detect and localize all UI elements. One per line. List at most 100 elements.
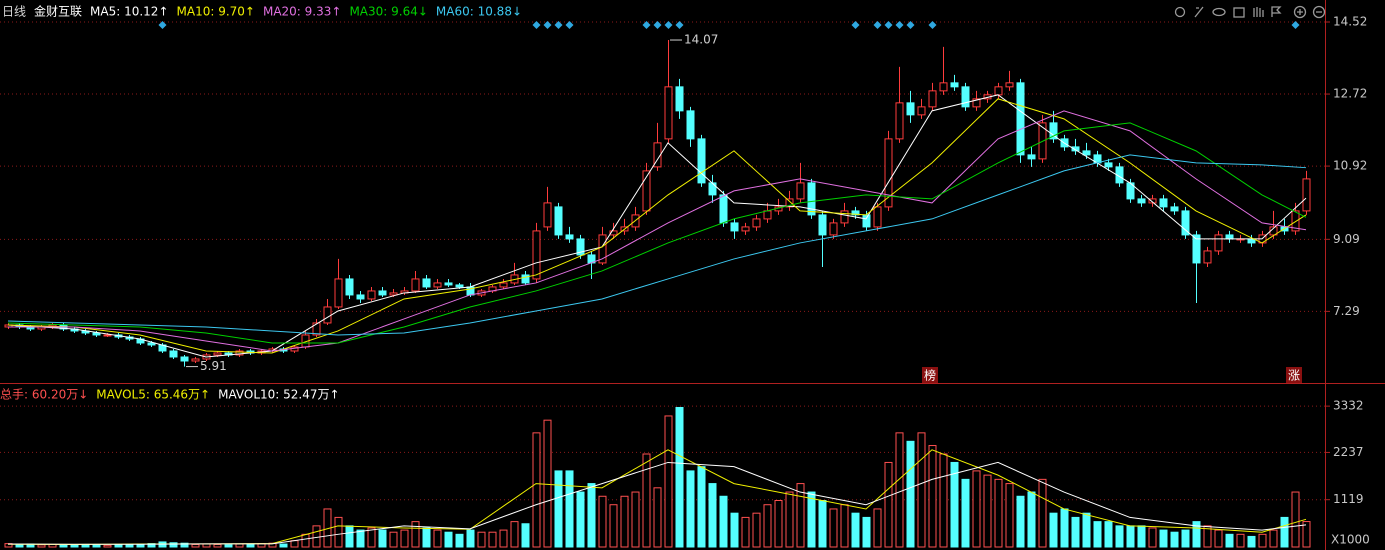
volume-bar [532, 432, 541, 548]
candle-body [840, 210, 849, 224]
candle-body [730, 222, 739, 232]
y-tick-label: 10.92 [1333, 159, 1367, 173]
zoom-in-plus[interactable] [1297, 9, 1303, 15]
candle-body [180, 356, 189, 362]
volume-bar [1115, 525, 1124, 548]
candle-body [433, 282, 442, 288]
candle-body [653, 142, 662, 168]
volume-bar [345, 525, 354, 548]
hand-icon[interactable] [1253, 7, 1264, 17]
ma-line [8, 110, 1307, 352]
volume-bar [37, 544, 46, 548]
zoom-out-icon[interactable] [1312, 5, 1326, 19]
signal-marker [565, 21, 574, 29]
legend-entry: MA20: 9.33↑ [263, 5, 341, 19]
settings-icon[interactable] [1174, 6, 1186, 18]
candle-body [1192, 234, 1201, 264]
volume-bar [1082, 512, 1091, 548]
volume-bar [290, 540, 299, 548]
candle-body [92, 332, 101, 336]
volume-bar [686, 470, 695, 548]
volume-bar [1027, 491, 1036, 548]
candle-body [213, 352, 222, 356]
candle-body [851, 210, 860, 216]
volume-bar [807, 491, 816, 548]
volume-bar [202, 543, 211, 548]
candle-body [1027, 154, 1036, 160]
volume-bar [279, 543, 288, 548]
volume-bar [752, 512, 761, 548]
candle-body [455, 284, 464, 288]
volume-bar [1170, 531, 1179, 548]
signal-marker [1291, 21, 1300, 29]
signal-marker [851, 21, 860, 29]
signal-marker [895, 21, 904, 29]
ma-line [7, 122, 1307, 344]
volume-bar [400, 529, 409, 548]
volume-bar [1159, 529, 1168, 548]
badge-box [922, 367, 938, 383]
volume-bar [1005, 483, 1014, 548]
volume-bar [477, 531, 486, 548]
volume-bar [851, 512, 860, 548]
candle-body [169, 350, 178, 358]
signal-marker [653, 21, 662, 29]
volume-bar [334, 516, 343, 548]
candle-body [708, 182, 717, 196]
volume-bar [367, 527, 376, 548]
candle-body [1005, 82, 1014, 88]
volume-bar [620, 495, 629, 548]
candle-body [642, 170, 651, 212]
volume-bar [1060, 508, 1069, 548]
volume-bar [1192, 521, 1201, 548]
chart-title: 金财互联 [34, 4, 82, 19]
volume-bar [1258, 533, 1267, 548]
y-tick-label: 1119 [1333, 492, 1364, 506]
volume-title: 总手: 60.20万↓ [0, 388, 88, 402]
signal-marker [884, 21, 893, 29]
zoom-in-icon[interactable] [1293, 5, 1307, 19]
volume-bar [1137, 525, 1146, 548]
volume-bar [587, 483, 596, 548]
volume-bar [433, 529, 442, 548]
volume-bar [939, 453, 948, 548]
candle-body [1203, 250, 1212, 264]
signal-marker [158, 21, 167, 29]
volume-bar [664, 415, 673, 548]
draw-icon[interactable] [1194, 6, 1204, 18]
view-icon[interactable] [1212, 7, 1226, 17]
signal-marker [675, 21, 684, 29]
volume-bar [554, 470, 563, 548]
volume-bar [1038, 478, 1047, 548]
flag-icon[interactable] [1271, 6, 1282, 17]
y-tick-label: 12.72 [1333, 87, 1367, 101]
volume-bar [1225, 533, 1234, 548]
box-icon[interactable] [1233, 7, 1245, 18]
volume-bar [1302, 521, 1311, 548]
y-tick-label: 7.29 [1333, 304, 1360, 318]
volume-bar [1181, 529, 1190, 548]
volume-bar [114, 544, 123, 548]
candle-body [356, 294, 365, 300]
candle-body [367, 290, 376, 300]
volume-bar [994, 478, 1003, 548]
volume-bar [873, 508, 882, 548]
candle-body [939, 82, 948, 92]
candle-body [796, 182, 805, 200]
volume-bar [213, 543, 222, 548]
volume-bar [917, 432, 926, 548]
volume-bar [862, 516, 871, 548]
candle-body [378, 290, 387, 296]
volume-bar [730, 512, 739, 548]
candle-body [664, 86, 673, 140]
candle-body [719, 194, 728, 224]
chart-subtitle: 日线 [2, 5, 26, 19]
signal-marker [532, 21, 541, 29]
volume-bar [246, 543, 255, 548]
volume-bar [642, 453, 651, 548]
candle-body [543, 202, 552, 228]
candle-body [1016, 82, 1025, 156]
volume-bar [1280, 516, 1289, 548]
